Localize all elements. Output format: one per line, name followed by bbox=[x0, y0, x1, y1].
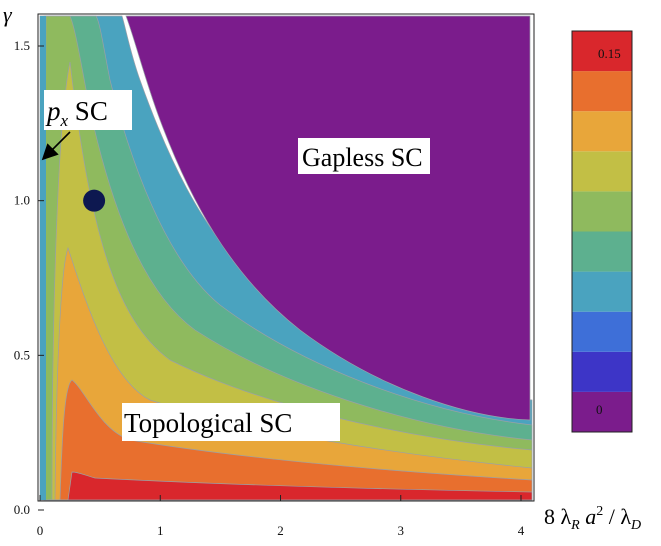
colorbar-segment bbox=[572, 391, 632, 432]
x-label-sub1: R bbox=[570, 518, 580, 533]
colorbar-segment bbox=[572, 231, 632, 272]
band-red bbox=[48, 471, 533, 501]
x-tick-label: 3 bbox=[398, 523, 405, 538]
x-label-slash: / λ bbox=[603, 504, 631, 529]
colorbar-min-label: 0 bbox=[596, 402, 603, 417]
band-olive bbox=[48, 61, 533, 501]
y-tick-label: 1.5 bbox=[14, 38, 30, 53]
x-tick-label: 2 bbox=[277, 523, 284, 538]
colorbar-frame bbox=[571, 30, 633, 433]
parameter-marker-dot bbox=[83, 189, 106, 212]
band-edge-strip bbox=[40, 16, 46, 500]
colorbar-max-label: 0.15 bbox=[598, 46, 621, 61]
topological-sc-label: Topological SC bbox=[124, 408, 292, 438]
y-tick-label: 0.5 bbox=[14, 347, 30, 362]
x-tick-label: 0 bbox=[37, 523, 44, 538]
px-sc-label: px SC bbox=[45, 96, 108, 130]
px-label-sub: x bbox=[60, 111, 69, 130]
px-arrow bbox=[41, 131, 71, 161]
y-axis: 0.0 0.5 1.0 1.5 bbox=[14, 38, 44, 517]
colorbar-segment bbox=[572, 191, 632, 232]
px-label-rest: SC bbox=[68, 96, 108, 126]
colorbar-segment bbox=[572, 271, 632, 312]
x-axis: 0 1 2 3 4 bbox=[37, 495, 525, 538]
x-axis-label: 8 λR a2 / λD bbox=[544, 504, 641, 533]
x-label-sub2: D bbox=[630, 518, 641, 533]
x-tick-label: 1 bbox=[157, 523, 164, 538]
x-tick-label: 4 bbox=[518, 523, 525, 538]
band-purple-gapless bbox=[125, 15, 531, 421]
x-label-sup: 2 bbox=[596, 504, 603, 519]
colorbar-segment bbox=[572, 351, 632, 392]
gapless-sc-label: Gapless SC bbox=[302, 143, 423, 172]
x-label-mid: a bbox=[580, 504, 597, 529]
y-axis-label: γ bbox=[3, 2, 13, 27]
plot-frame bbox=[37, 13, 535, 502]
colorbar-segment bbox=[572, 31, 632, 72]
colorbar-segment bbox=[572, 71, 632, 112]
px-label-main: p bbox=[45, 96, 61, 126]
colorbar bbox=[572, 31, 632, 432]
colorbar-segment bbox=[572, 311, 632, 352]
y-tick-label: 1.0 bbox=[14, 193, 30, 208]
y-tick-label: 0.0 bbox=[14, 502, 30, 517]
colorbar-segment bbox=[572, 151, 632, 192]
colorbar-segment bbox=[572, 111, 632, 152]
x-label-main: 8 λ bbox=[544, 504, 572, 529]
